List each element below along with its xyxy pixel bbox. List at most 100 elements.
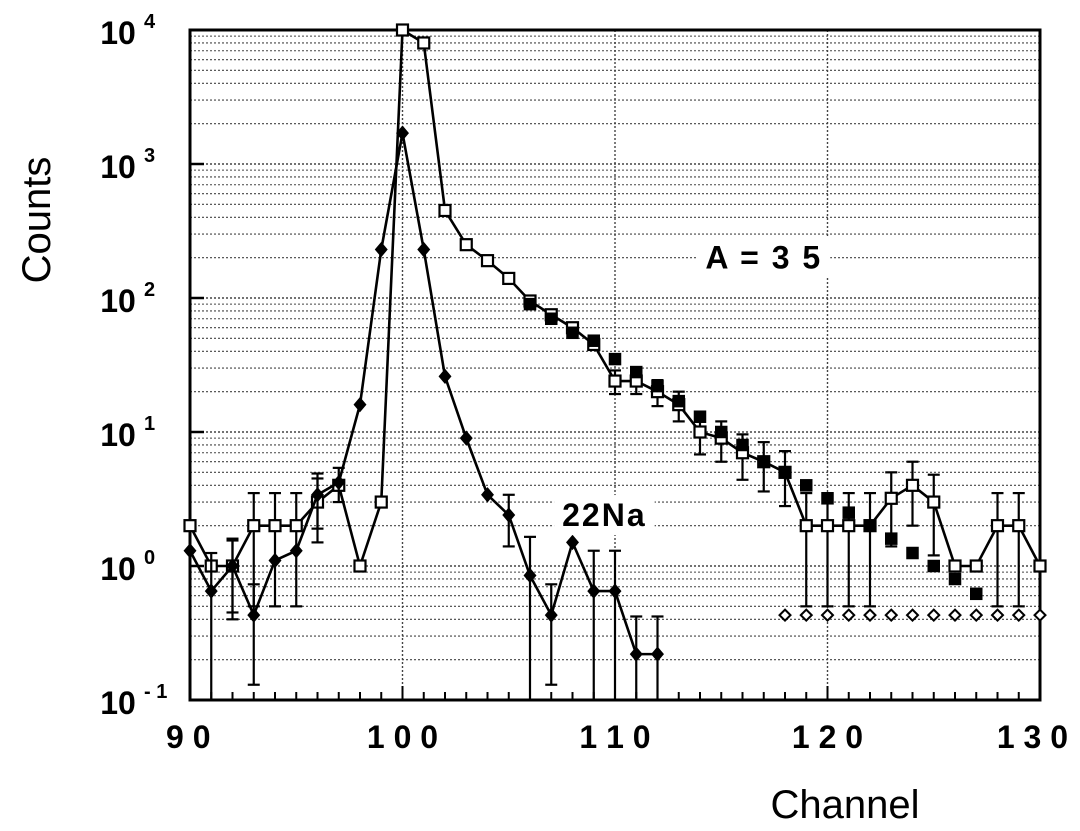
marker-open-diamond bbox=[969, 608, 984, 623]
x-tick-label: 1 2 0 bbox=[792, 719, 863, 755]
marker-open-square bbox=[374, 495, 388, 509]
x-tick-labels: 9 0 1 0 0 1 1 0 1 2 0 1 3 0 bbox=[166, 719, 1068, 755]
marker-open-square bbox=[693, 425, 707, 439]
series-layer bbox=[183, 23, 1047, 700]
annotations: A = 3 5 22Na bbox=[554, 237, 831, 536]
marker-filled-square bbox=[651, 379, 664, 393]
y-tick-base: 10 bbox=[100, 15, 136, 51]
marker-filled-diamond bbox=[353, 396, 367, 413]
marker-open-square bbox=[927, 495, 941, 509]
marker-filled-square bbox=[757, 455, 770, 468]
marker-open-square bbox=[247, 519, 261, 533]
y-tick-base: 10 bbox=[100, 685, 136, 721]
marker-open-square bbox=[1033, 559, 1047, 573]
series-22Na-tail bbox=[778, 608, 1047, 623]
marker-open-diamond bbox=[990, 608, 1005, 623]
y-tick-label: 10 2 bbox=[100, 279, 155, 319]
marker-filled-square bbox=[608, 352, 622, 366]
y-tick-base: 10 bbox=[100, 417, 136, 453]
x-tick-label: 1 3 0 bbox=[997, 719, 1068, 755]
marker-filled-square bbox=[693, 410, 707, 423]
marker-filled-square bbox=[821, 492, 834, 505]
y-tick-labels: 10 - 1 10 0 10 1 10 2 10 3 10 4 bbox=[100, 11, 167, 721]
y-tick-exponent: 1 bbox=[144, 413, 155, 435]
marker-filled-square bbox=[778, 466, 792, 479]
marker-filled-diamond bbox=[629, 646, 643, 662]
marker-filled-diamond bbox=[481, 487, 494, 503]
x-tick-label: 1 1 0 bbox=[579, 719, 650, 755]
annotation-text: 22Na bbox=[562, 497, 647, 533]
marker-filled-diamond bbox=[608, 583, 622, 599]
marker-filled-diamond bbox=[374, 241, 388, 258]
marker-filled-diamond bbox=[226, 558, 239, 574]
x-tick-label: 9 0 bbox=[166, 719, 210, 755]
marker-open-diamond bbox=[948, 608, 962, 623]
x-axis-title: Channel bbox=[770, 783, 919, 827]
marker-open-diamond bbox=[905, 608, 920, 623]
y-tick-exponent: 2 bbox=[144, 279, 155, 301]
series-22Na bbox=[183, 125, 664, 700]
marker-open-square bbox=[990, 519, 1005, 533]
y-tick-label: 10 1 bbox=[100, 413, 155, 453]
annotation: A = 3 5 bbox=[697, 237, 831, 278]
marker-filled-diamond bbox=[587, 583, 601, 599]
grid-lines bbox=[190, 30, 1040, 701]
y-tick-exponent: 0 bbox=[144, 547, 155, 569]
marker-filled-square bbox=[927, 559, 940, 573]
marker-open-diamond bbox=[863, 608, 877, 623]
marker-open-square bbox=[353, 559, 367, 573]
marker-filled-square bbox=[523, 297, 537, 311]
marker-open-square bbox=[417, 36, 431, 50]
marker-filled-square bbox=[566, 326, 579, 340]
marker-open-square bbox=[1012, 519, 1026, 533]
marker-open-square bbox=[799, 519, 813, 533]
marker-open-square bbox=[884, 491, 898, 505]
y-tick-base: 10 bbox=[100, 551, 136, 587]
marker-filled-diamond bbox=[268, 552, 282, 569]
marker-filled-square bbox=[736, 438, 749, 452]
series-line bbox=[188, 132, 658, 656]
marker-open-square bbox=[268, 519, 282, 533]
marker-filled-square bbox=[715, 425, 728, 439]
marker-filled-square bbox=[863, 519, 877, 532]
marker-filled-diamond bbox=[332, 474, 346, 491]
marker-filled-diamond bbox=[566, 534, 579, 551]
marker-open-square bbox=[905, 478, 920, 492]
marker-open-square bbox=[183, 519, 197, 533]
marker-open-square bbox=[969, 559, 983, 573]
marker-filled-square bbox=[587, 334, 600, 347]
series-A35-filled bbox=[523, 297, 983, 601]
marker-filled-diamond bbox=[204, 583, 218, 599]
marker-filled-square bbox=[545, 312, 558, 326]
marker-filled-diamond bbox=[651, 646, 664, 662]
marker-filled-square bbox=[630, 365, 643, 379]
y-tick-base: 10 bbox=[100, 149, 136, 185]
marker-filled-diamond bbox=[438, 368, 452, 385]
y-axis-title: Counts bbox=[15, 157, 59, 284]
y-tick-label: 10 3 bbox=[100, 145, 155, 185]
marker-open-diamond bbox=[841, 608, 856, 623]
marker-filled-square bbox=[906, 546, 919, 560]
marker-open-diamond bbox=[799, 608, 814, 623]
y-tick-label: 10 4 bbox=[100, 11, 156, 51]
marker-filled-square bbox=[842, 506, 855, 519]
marker-open-square bbox=[395, 23, 410, 37]
y-tick-exponent: 3 bbox=[144, 145, 155, 167]
marker-open-square bbox=[820, 519, 835, 533]
marker-filled-diamond bbox=[417, 241, 431, 258]
y-tick-exponent: - 1 bbox=[144, 681, 167, 703]
marker-filled-diamond bbox=[311, 487, 324, 503]
marker-open-square bbox=[459, 238, 473, 252]
marker-open-diamond bbox=[926, 608, 941, 623]
annotation-backdrop bbox=[554, 495, 655, 536]
y-tick-label: 10 - 1 bbox=[100, 681, 167, 721]
marker-filled-diamond bbox=[523, 567, 537, 584]
marker-open-square bbox=[502, 271, 516, 286]
marker-filled-square bbox=[970, 587, 983, 601]
marker-open-square bbox=[480, 254, 495, 268]
marker-open-square bbox=[842, 519, 856, 533]
marker-filled-diamond bbox=[247, 607, 261, 623]
marker-open-square bbox=[289, 519, 303, 533]
marker-filled-diamond bbox=[183, 543, 197, 559]
